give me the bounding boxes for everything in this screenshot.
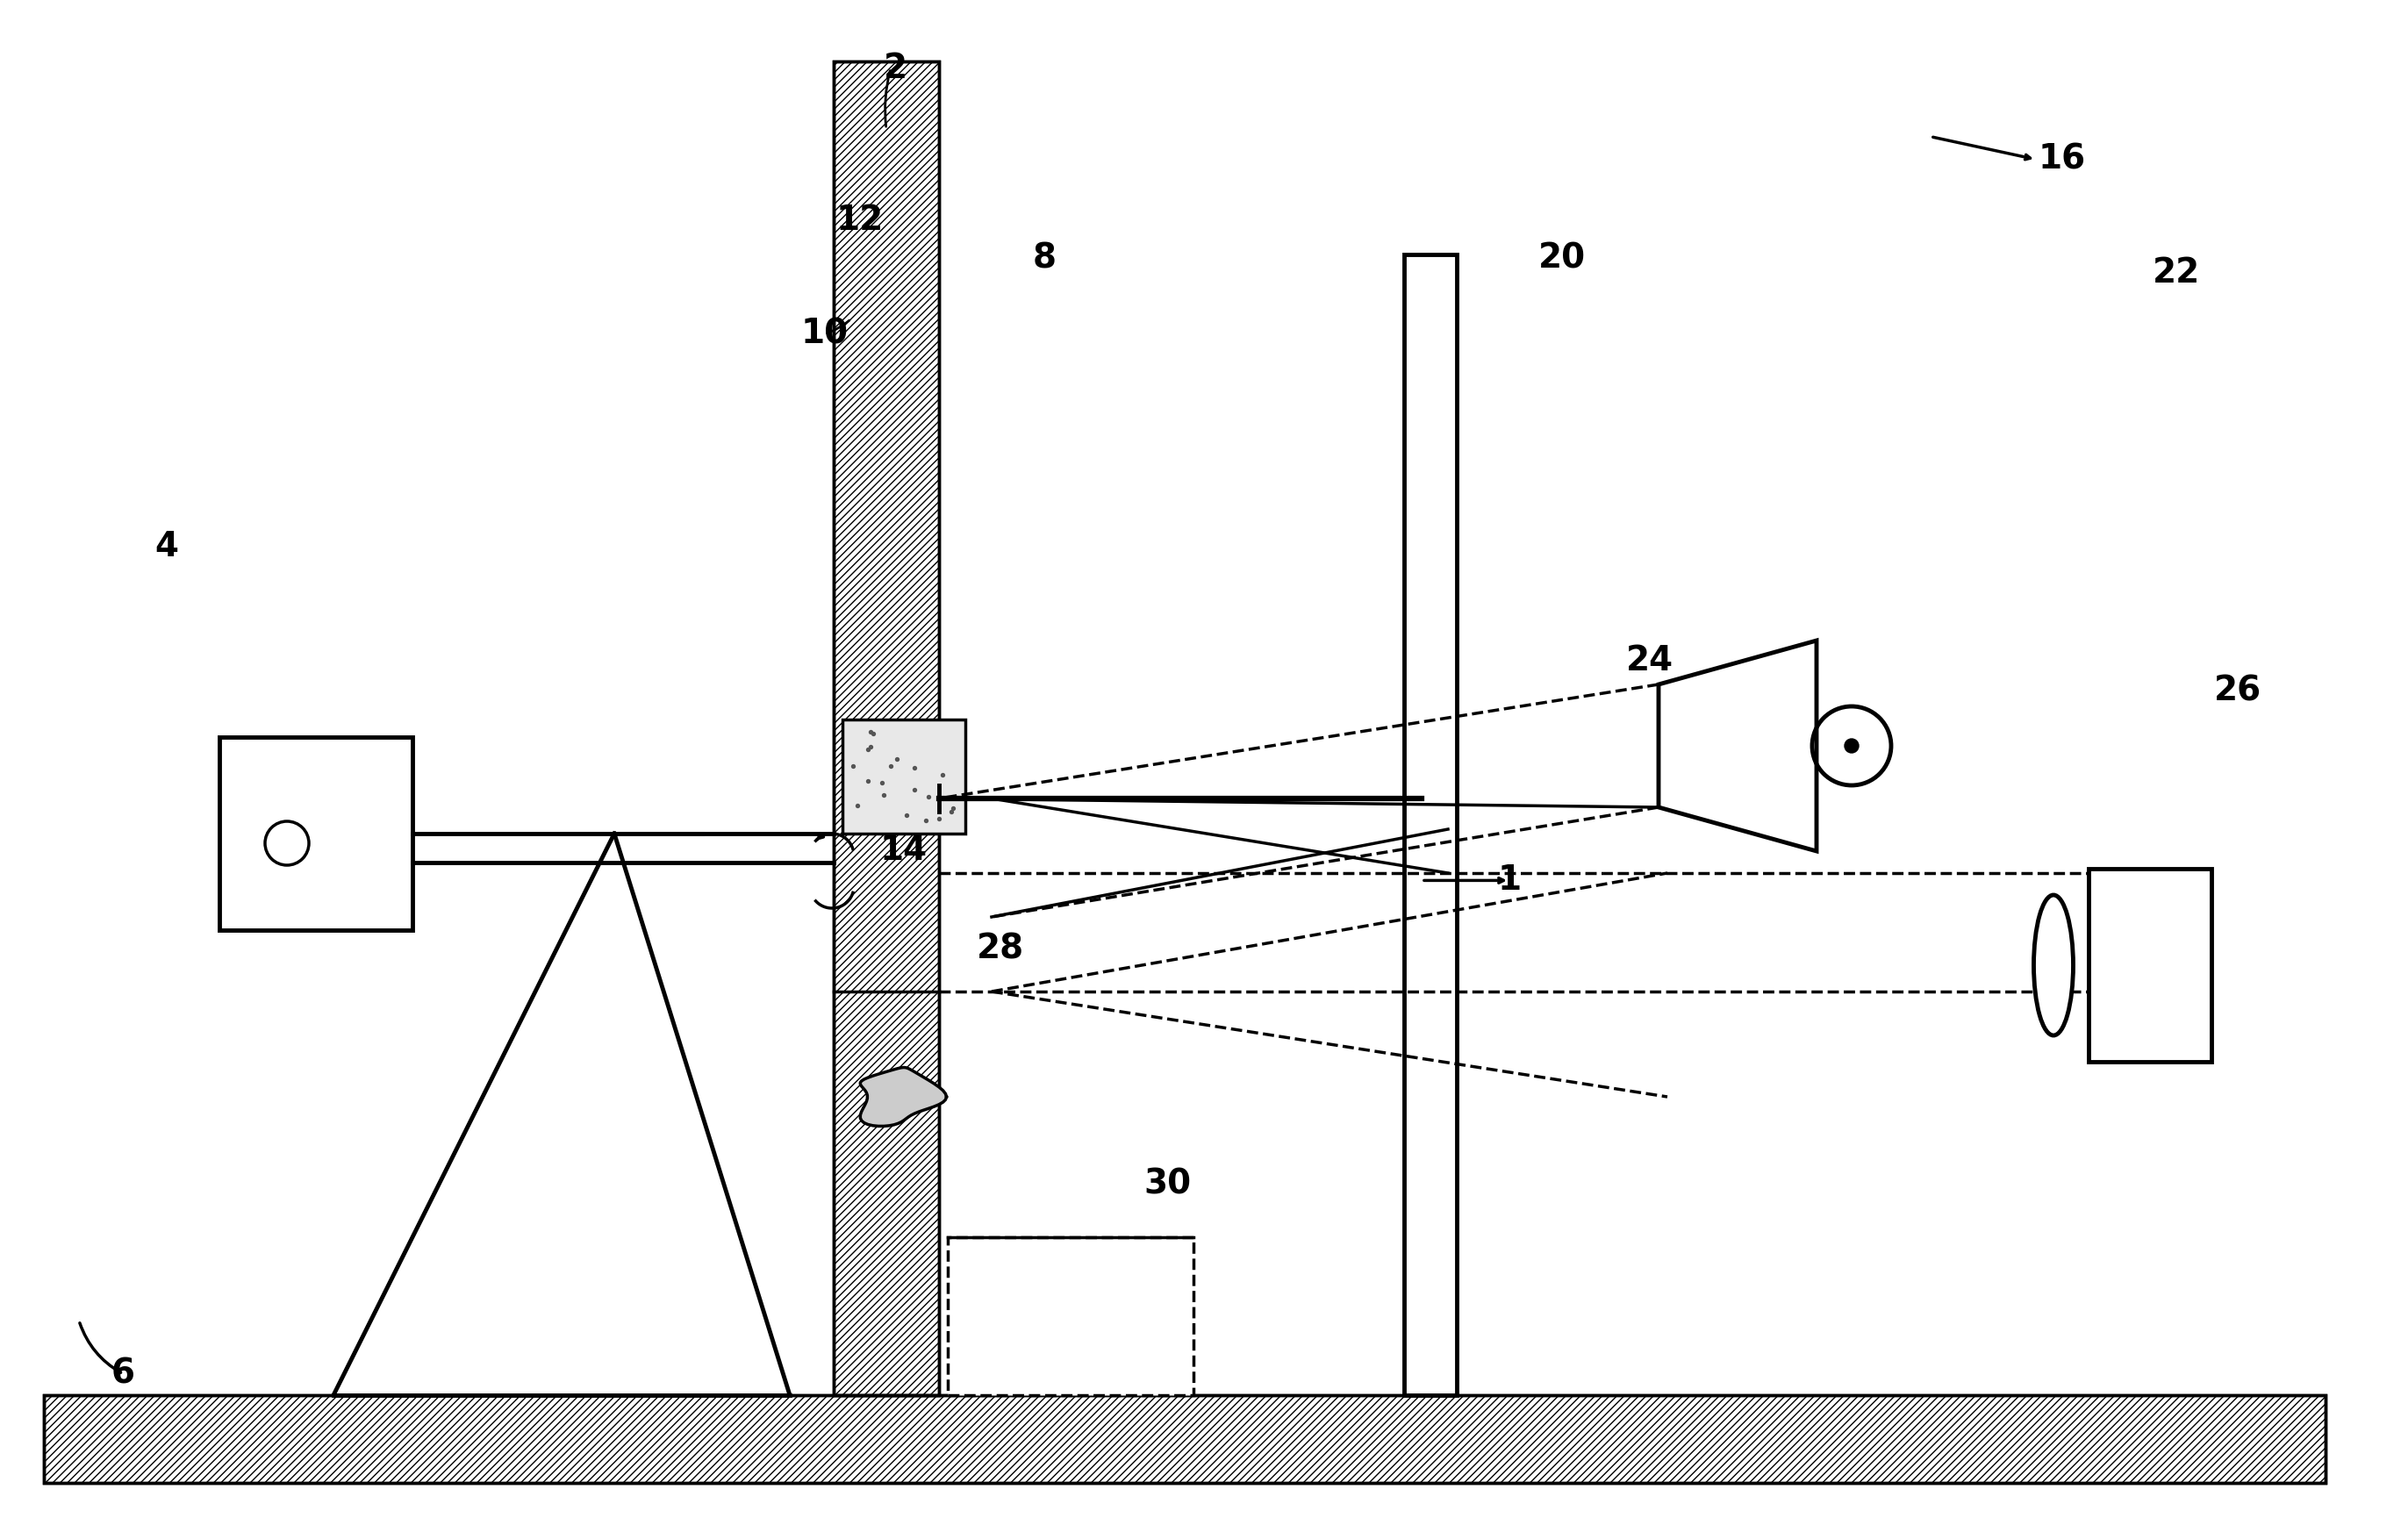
Text: 28: 28 — [978, 932, 1023, 965]
Point — [864, 783, 903, 808]
Circle shape — [1845, 739, 1859, 753]
Bar — [2088, 868, 2211, 1061]
Text: 4: 4 — [154, 530, 178, 563]
Point — [850, 720, 889, 744]
Polygon shape — [860, 1067, 946, 1126]
Text: 8: 8 — [1033, 241, 1057, 275]
Bar — [833, 61, 939, 1395]
Text: 20: 20 — [1539, 241, 1587, 275]
Point — [848, 768, 886, 792]
Point — [905, 808, 944, 832]
Text: 2: 2 — [884, 52, 908, 85]
Text: 12: 12 — [836, 203, 884, 237]
Point — [932, 798, 970, 823]
Point — [896, 777, 934, 802]
Text: 26: 26 — [2213, 674, 2261, 707]
Point — [934, 797, 973, 821]
Point — [838, 794, 877, 818]
Point — [848, 736, 886, 761]
Polygon shape — [1659, 641, 1816, 852]
Ellipse shape — [2035, 896, 2073, 1035]
Point — [872, 753, 910, 777]
Point — [877, 747, 915, 771]
Bar — [1404, 255, 1457, 1395]
Bar — [43, 1395, 2326, 1483]
Text: 30: 30 — [1144, 1167, 1192, 1201]
Bar — [843, 720, 966, 833]
Point — [920, 806, 958, 830]
Point — [886, 803, 925, 827]
Text: 1: 1 — [1498, 864, 1522, 897]
Bar — [833, 61, 939, 1395]
Point — [852, 735, 891, 759]
Point — [922, 764, 961, 788]
Text: 22: 22 — [2153, 257, 2201, 290]
Text: 16: 16 — [2040, 143, 2085, 176]
Text: 10: 10 — [802, 317, 848, 351]
Point — [896, 756, 934, 780]
Point — [833, 754, 872, 779]
Bar — [949, 1237, 1194, 1395]
Text: 24: 24 — [1625, 644, 1674, 677]
Point — [862, 770, 901, 794]
Point — [910, 785, 949, 809]
Text: 6: 6 — [111, 1357, 135, 1390]
Point — [855, 721, 893, 745]
Text: 14: 14 — [881, 833, 927, 867]
Bar — [219, 738, 412, 931]
Bar — [43, 1395, 2326, 1483]
